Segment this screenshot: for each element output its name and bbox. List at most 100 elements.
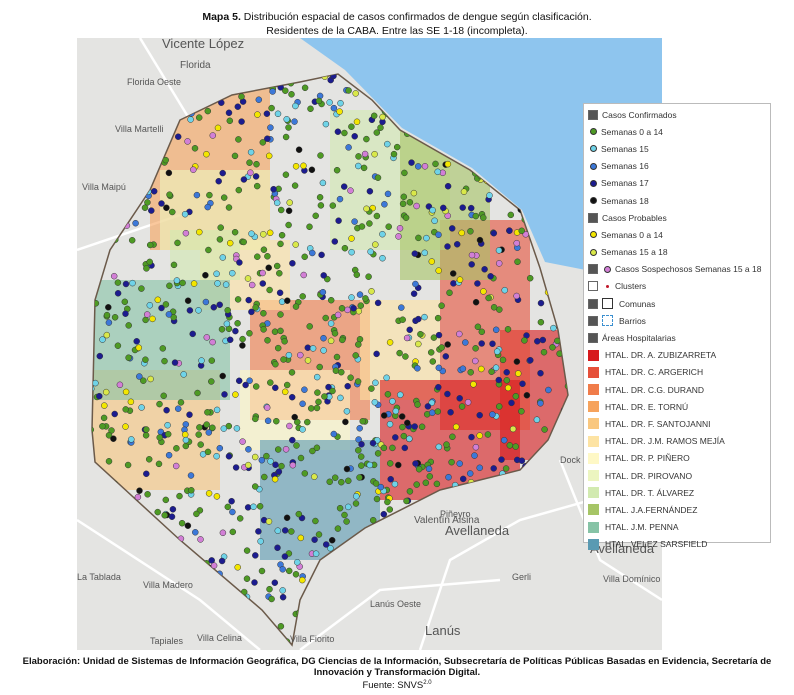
case-dot: [406, 326, 413, 334]
case-dot: [504, 384, 512, 392]
case-dot: [410, 290, 418, 297]
case-dot: [347, 187, 354, 194]
case-dot: [254, 111, 261, 118]
case-dot: [187, 472, 195, 479]
place-label: Villa Celina: [197, 633, 242, 643]
case-dot: [421, 249, 428, 257]
map-subtitle: Residentes de la CABA. Entre las SE 1-18…: [266, 25, 528, 37]
case-dot: [440, 204, 447, 212]
legend-label: HTAL. DR. C. ARGERICH: [605, 367, 704, 378]
case-dot: [292, 303, 300, 310]
case-dot: [328, 536, 336, 544]
case-dot: [264, 417, 272, 425]
legend-swatch: [588, 418, 599, 430]
case-dot: [406, 488, 414, 495]
case-dot: [111, 314, 119, 321]
case-dot: [288, 528, 295, 535]
case-dot: [295, 510, 303, 518]
case-dot: [246, 377, 253, 384]
case-dot: [291, 413, 298, 421]
case-dot: [330, 104, 338, 112]
case-dot: [519, 380, 526, 388]
case-dot: [383, 374, 390, 382]
case-dot: [523, 392, 531, 399]
case-dot: [164, 421, 171, 429]
case-dot: [283, 116, 290, 123]
case-dot: [518, 457, 526, 464]
case-dot: [233, 425, 241, 432]
case-dot: [502, 465, 510, 472]
case-dot: [247, 169, 254, 176]
case-dot: [321, 393, 328, 400]
place-label: Villa Domínico: [603, 574, 660, 584]
case-dot: [186, 411, 193, 418]
case-dot: [257, 538, 264, 545]
case-dot: [320, 347, 327, 354]
case-dot: [299, 400, 306, 408]
case-dot: [178, 519, 186, 527]
case-dot: [116, 381, 124, 389]
case-dot: [226, 117, 234, 125]
case-dot: [415, 234, 422, 242]
case-dot: [103, 311, 111, 319]
case-dot: [250, 503, 257, 511]
case-dot: [458, 403, 466, 410]
case-dot: [267, 124, 274, 131]
case-dot: [234, 564, 241, 571]
marker: [589, 231, 597, 239]
case-dot: [285, 221, 292, 229]
marker: [589, 162, 597, 170]
case-dot: [309, 249, 316, 257]
case-dot: [499, 356, 507, 364]
case-dot: [273, 417, 280, 425]
legend-symbol: [602, 284, 612, 288]
case-dot: [500, 436, 508, 444]
case-dot: [256, 503, 264, 510]
case-dot: [189, 330, 196, 338]
case-dot: [235, 377, 243, 385]
case-dot: [114, 290, 122, 297]
marker: [589, 248, 597, 256]
case-dot: [239, 335, 246, 343]
case-dot: [379, 113, 386, 121]
case-dot: [341, 244, 349, 252]
case-dot: [122, 423, 129, 430]
case-dot: [277, 206, 285, 214]
case-dot: [311, 536, 318, 543]
case-dot: [373, 212, 381, 220]
legend-label: HTAL. DR. F. SANTOJANNI: [605, 418, 711, 429]
case-dot: [100, 414, 108, 422]
case-dot: [205, 490, 213, 497]
legend-label: HTAL. DR. E. TORNÚ: [605, 401, 689, 412]
legend-label: Semanas 18: [601, 195, 649, 206]
case-dot: [276, 270, 283, 277]
case-dot: [456, 395, 463, 402]
case-dot: [355, 153, 362, 160]
case-dot: [452, 423, 460, 431]
case-dot: [186, 307, 194, 314]
case-dot: [358, 223, 366, 230]
case-dot: [306, 223, 313, 231]
legend-item: HTAL. DR. J.M. RAMOS MEJÍA: [588, 433, 766, 450]
case-dot: [202, 271, 209, 279]
case-dot: [306, 323, 313, 330]
case-dot: [367, 248, 374, 255]
case-dot: [144, 491, 151, 498]
case-dot: [385, 223, 392, 230]
case-dot: [264, 253, 271, 260]
legend-swatch: [588, 435, 599, 447]
legend-swatch: [588, 504, 599, 516]
case-dot: [386, 339, 394, 346]
case-dot: [338, 368, 345, 376]
case-dot: [509, 425, 517, 433]
case-dot: [214, 280, 221, 287]
case-dot: [322, 120, 330, 128]
case-dot: [537, 369, 544, 377]
case-dot: [225, 109, 233, 117]
case-dot: [263, 404, 271, 411]
case-dot: [386, 460, 394, 467]
legend-swatch: [588, 384, 599, 396]
legend-item: HTAL. DR. C.G. DURAND: [588, 381, 766, 398]
case-dot: [193, 191, 201, 199]
case-dot: [307, 405, 315, 412]
